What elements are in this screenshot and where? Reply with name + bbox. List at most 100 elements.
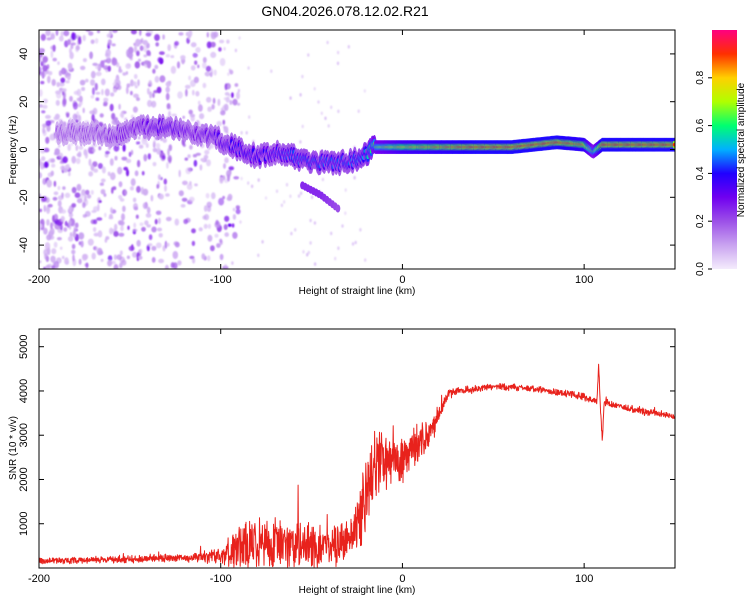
noise-speck bbox=[71, 32, 77, 41]
noise-speck bbox=[55, 30, 59, 36]
noise-speck bbox=[93, 206, 99, 212]
noise-speck bbox=[197, 100, 201, 105]
noise-speck bbox=[162, 138, 167, 143]
noise-speck bbox=[176, 61, 181, 69]
noise-speck bbox=[330, 105, 333, 110]
noise-speck bbox=[133, 74, 138, 79]
x-tick-label: -200 bbox=[28, 274, 50, 286]
noise-speck bbox=[50, 32, 55, 40]
noise-speck bbox=[138, 144, 144, 149]
noise-speck bbox=[189, 113, 196, 118]
y-tick-label: 3000 bbox=[18, 423, 30, 447]
noise-speck bbox=[104, 88, 110, 97]
noise-speck bbox=[43, 248, 49, 256]
noise-speck bbox=[56, 237, 62, 241]
noise-speck bbox=[136, 141, 141, 145]
noise-speck bbox=[92, 107, 98, 115]
noise-speck bbox=[135, 214, 139, 219]
noise-speck bbox=[87, 238, 94, 246]
noise-speck bbox=[62, 88, 67, 92]
noise-speck bbox=[166, 242, 170, 247]
noise-speck bbox=[206, 201, 212, 208]
noise-speck bbox=[238, 36, 241, 40]
noise-speck bbox=[166, 103, 171, 110]
noise-speck bbox=[210, 245, 215, 252]
noise-speck bbox=[234, 48, 238, 53]
noise-speck bbox=[200, 158, 206, 162]
noise-speck bbox=[233, 176, 240, 180]
noise-speck bbox=[108, 216, 114, 220]
noise-speck bbox=[208, 143, 215, 149]
noise-speck bbox=[143, 154, 148, 162]
noise-speck bbox=[105, 150, 110, 155]
noise-speck bbox=[91, 252, 96, 260]
snr-panel: -200 -100 0 100 1000 2000 3000 4000 5000 Height… bbox=[8, 328, 676, 596]
noise-speck bbox=[156, 184, 160, 189]
noise-speck bbox=[220, 107, 223, 112]
noise-speck bbox=[71, 155, 76, 164]
noise-speck bbox=[63, 227, 68, 232]
noise-speck bbox=[147, 99, 153, 108]
noise-speck bbox=[51, 163, 56, 168]
noise-speck bbox=[119, 262, 123, 269]
noise-speck bbox=[124, 189, 127, 196]
noise-speck bbox=[170, 55, 175, 59]
noise-speck bbox=[58, 144, 61, 148]
noise-speck bbox=[90, 164, 95, 171]
noise-speck bbox=[103, 59, 108, 63]
noise-speck bbox=[107, 171, 111, 176]
noise-speck bbox=[61, 192, 64, 199]
noise-speck bbox=[60, 77, 66, 84]
noise-speck bbox=[88, 158, 92, 167]
noise-speck bbox=[190, 65, 196, 71]
spectrogram-secondary-tone bbox=[300, 181, 341, 213]
noise-speck bbox=[78, 145, 84, 150]
spectrogram-heatmap bbox=[39, 30, 675, 269]
noise-speck bbox=[235, 205, 240, 209]
noise-speck bbox=[62, 186, 66, 190]
noise-speck bbox=[151, 226, 157, 233]
noise-speck bbox=[64, 220, 68, 227]
noise-speck bbox=[164, 264, 169, 269]
noise-speck bbox=[127, 63, 131, 67]
noise-speck bbox=[158, 233, 163, 238]
noise-speck bbox=[125, 158, 132, 164]
noise-speck bbox=[136, 50, 140, 57]
noise-speck bbox=[222, 195, 226, 200]
noise-speck bbox=[207, 255, 211, 262]
noise-speck bbox=[136, 185, 141, 193]
noise-speck bbox=[174, 218, 180, 226]
noise-speck bbox=[134, 85, 138, 89]
noise-speck bbox=[81, 87, 86, 91]
noise-speck bbox=[112, 30, 118, 33]
noise-speck bbox=[222, 119, 226, 125]
noise-speck bbox=[125, 86, 129, 95]
noise-speck bbox=[224, 215, 230, 222]
noise-speck bbox=[64, 192, 71, 198]
noise-speck bbox=[100, 189, 106, 195]
noise-speck bbox=[51, 248, 57, 255]
noise-speck bbox=[50, 170, 54, 177]
noise-speck bbox=[57, 185, 61, 191]
noise-speck bbox=[146, 224, 151, 228]
noise-speck bbox=[326, 40, 329, 45]
noise-speck bbox=[180, 55, 186, 60]
noise-speck bbox=[67, 73, 71, 81]
noise-speck bbox=[132, 106, 138, 113]
noise-speck bbox=[144, 220, 149, 226]
noise-speck bbox=[158, 193, 164, 200]
noise-speck bbox=[40, 80, 45, 85]
x-tick-label: -100 bbox=[210, 573, 232, 585]
noise-speck bbox=[210, 51, 217, 59]
noise-speck bbox=[152, 139, 156, 147]
noise-speck bbox=[195, 152, 201, 156]
noise-speck bbox=[261, 240, 264, 244]
noise-speck bbox=[158, 258, 165, 264]
noise-speck bbox=[39, 89, 43, 97]
noise-speck bbox=[74, 192, 81, 198]
noise-speck bbox=[180, 204, 186, 208]
noise-speck bbox=[98, 250, 104, 255]
noise-speck bbox=[137, 79, 140, 87]
noise-speck bbox=[94, 82, 98, 91]
noise-speck bbox=[76, 198, 83, 204]
